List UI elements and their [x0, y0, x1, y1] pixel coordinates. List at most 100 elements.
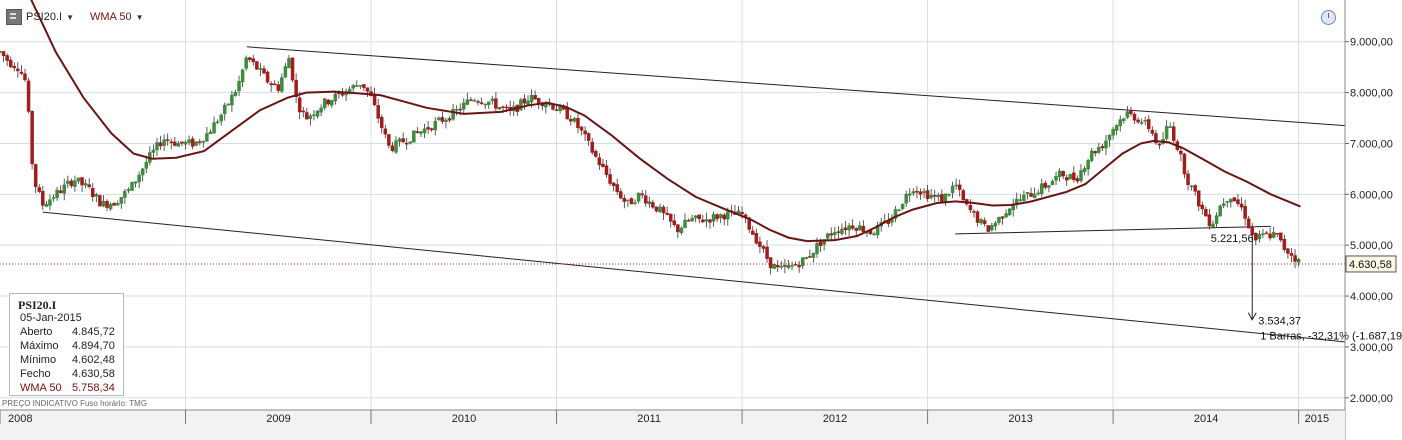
footer-note: PREÇO INDICATIVO Fuso horário: TMG: [2, 399, 148, 408]
candle-body: [23, 73, 27, 81]
candle-body: [101, 200, 106, 207]
candle-body: [1022, 194, 1026, 202]
candle-body: [1118, 119, 1122, 127]
info-value: 4.602,48: [72, 354, 115, 366]
candle-body: [1054, 176, 1058, 181]
candle-body: [565, 107, 570, 120]
candle-body: [372, 94, 377, 105]
candle-body: [783, 265, 787, 267]
candle-body: [419, 131, 423, 134]
info-row-close: Fecho 4.630,58: [20, 368, 120, 380]
candle-body: [611, 182, 616, 187]
candle-body: [41, 191, 45, 206]
candle-body: [661, 206, 666, 214]
candle-body: [1004, 213, 1008, 218]
candle-body: [590, 141, 594, 153]
candle-body: [376, 105, 380, 119]
candle-body: [1122, 118, 1126, 121]
symbol-dropdown[interactable]: PSI20.I ▼: [26, 11, 74, 23]
candle-body: [1279, 232, 1283, 241]
candle-body: [815, 243, 819, 254]
candle-body: [1214, 215, 1219, 224]
candle-body: [761, 246, 766, 249]
candle-body: [647, 201, 652, 205]
candle-body: [326, 99, 330, 105]
candle-body: [1111, 128, 1115, 136]
clock-icon[interactable]: [1321, 10, 1336, 25]
candle-body: [1200, 204, 1205, 210]
candle-body: [786, 264, 791, 268]
data-window: PSI20.I 05-Jan-2015 Aberto 4.845,72 Máxi…: [9, 293, 124, 396]
candle-body: [330, 100, 334, 106]
candle-body: [444, 119, 448, 123]
candle-body: [957, 184, 962, 190]
candle-body: [836, 231, 841, 233]
candle-body: [676, 224, 680, 233]
candle-body: [297, 97, 302, 113]
candle-body: [130, 181, 134, 191]
candle-body: [1254, 232, 1258, 241]
candle-body: [280, 77, 284, 92]
candle-body: [94, 194, 99, 197]
candle-body: [465, 99, 470, 105]
candle-body: [1093, 151, 1098, 154]
candle-body: [925, 190, 930, 200]
candle-body: [308, 115, 313, 120]
candle-body: [804, 257, 809, 259]
candle-body: [1264, 232, 1269, 235]
candle-body: [665, 212, 669, 215]
candle-body: [1232, 197, 1237, 202]
candle-body: [597, 157, 602, 166]
candle-body: [982, 220, 987, 225]
trendline-label: 5.221,56: [1211, 233, 1254, 245]
candle-body: [404, 142, 409, 145]
candle-body: [907, 193, 912, 196]
candle-body: [872, 233, 876, 236]
indicator-label: WMA 50: [90, 11, 132, 23]
candle-body: [362, 84, 366, 88]
candle-body: [180, 141, 184, 144]
info-value: 4.845,72: [72, 326, 115, 338]
candle-body: [683, 219, 687, 229]
candle-body: [1007, 208, 1012, 216]
candle-body: [990, 225, 994, 231]
candle-body: [1289, 252, 1294, 256]
last-price-badge: 4.630,58: [1345, 255, 1397, 273]
candle-body: [847, 225, 851, 231]
measure-detail-label: 1 Barras, -32,31% (-1.687,19): [1260, 331, 1402, 343]
candle-body: [829, 233, 834, 236]
candle-body: [822, 239, 826, 245]
trendlines: [42, 46, 1346, 343]
candle-body: [1079, 170, 1083, 181]
measure-value-label: 3.534,37: [1258, 316, 1301, 328]
x-tick-label: 2011: [637, 413, 661, 425]
candle-body: [397, 138, 402, 142]
candle-body: [1104, 140, 1108, 149]
candle-body: [529, 95, 534, 103]
candle-body: [672, 220, 677, 226]
candle-body: [37, 187, 41, 192]
candle-body: [936, 194, 941, 198]
candle-body: [1225, 201, 1230, 203]
trendline: [246, 46, 1346, 127]
y-tick-label: 8.000,00: [1350, 88, 1393, 100]
symbol-label: PSI20.I: [26, 11, 63, 23]
candle-body: [651, 202, 655, 208]
candle-body: [69, 180, 74, 187]
candle-body: [33, 164, 38, 187]
candle-body: [1236, 199, 1240, 205]
candle-body: [636, 192, 641, 202]
candle-body: [305, 112, 309, 120]
candle-body: [997, 217, 1001, 223]
candle-body: [1018, 199, 1023, 201]
candle-body: [44, 203, 49, 207]
candle-body: [850, 225, 855, 229]
candle-body: [483, 103, 487, 106]
candle-body: [943, 193, 948, 202]
chart-menu-icon[interactable]: [6, 9, 22, 25]
candle-body: [1286, 248, 1290, 254]
measure-arrowhead: [1247, 312, 1257, 321]
indicator-dropdown[interactable]: WMA 50 ▼: [90, 11, 144, 23]
candle-body: [1168, 126, 1172, 128]
